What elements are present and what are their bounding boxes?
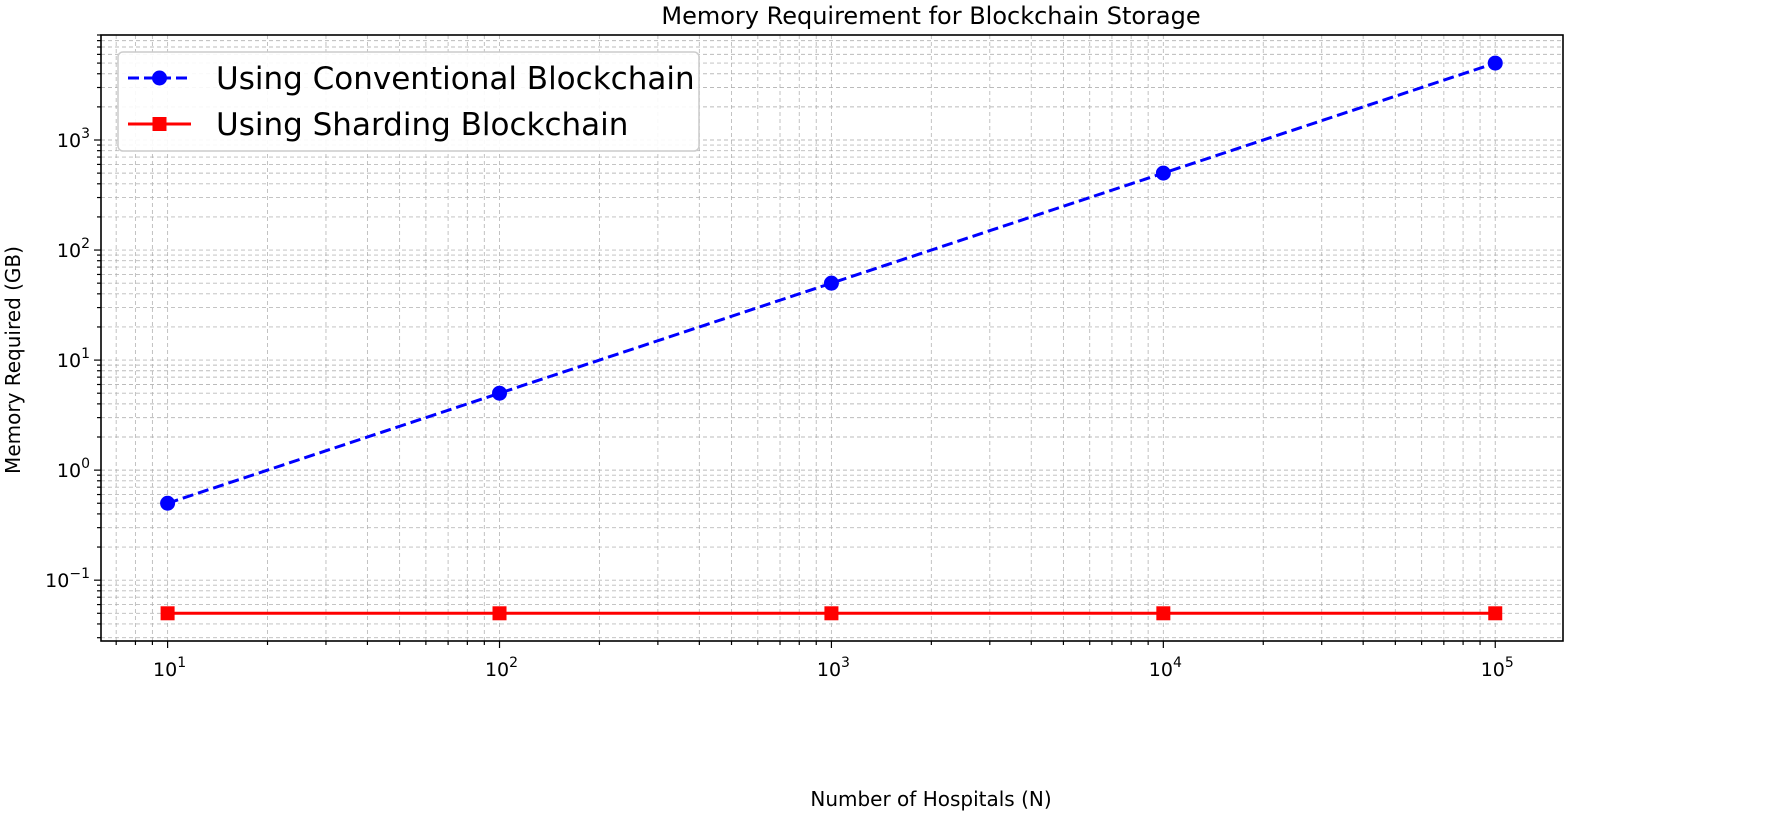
x-tick-label: 103 [817,655,850,681]
data-point [1487,55,1503,71]
legend-marker-2 [152,117,167,131]
data-point [160,495,176,511]
data-point [823,275,839,291]
data-point [492,606,507,621]
data-point [1155,165,1171,181]
data-point [824,606,839,621]
data-point [1156,606,1171,621]
y-axis-title: Memory Required (GB) [1,246,25,474]
legend-marker-1 [152,70,167,86]
legend-label-2: Using Sharding Blockchain [216,107,628,143]
chart-title: Memory Requirement for Blockchain Storag… [661,2,1200,30]
y-tick-label: 101 [57,346,90,372]
y-tick-label: 103 [57,126,90,152]
data-point [160,606,175,621]
axis-ticks: 101 102 103 104 105 10−1 100 101 102 103 [45,34,1514,681]
legend-label-1: Using Conventional Blockchain [216,61,695,97]
y-tick-label: 100 [57,456,90,482]
series-line-1 [167,61,1496,505]
x-tick-label: 101 [153,655,186,681]
x-tick-label: 105 [1481,655,1514,681]
legend: Using Conventional Blockchain Using Shard… [117,51,700,152]
legend-box [117,51,700,152]
x-tick-label: 104 [1149,655,1182,681]
y-tick-label: 102 [57,236,90,262]
x-tick-label: 102 [485,655,518,681]
y-tick-label: 10−1 [45,566,90,592]
x-axis-title: Number of Hospitals (N) [810,787,1051,811]
data-point [1488,606,1503,621]
data-point [492,385,508,401]
series-layer [160,55,1503,621]
